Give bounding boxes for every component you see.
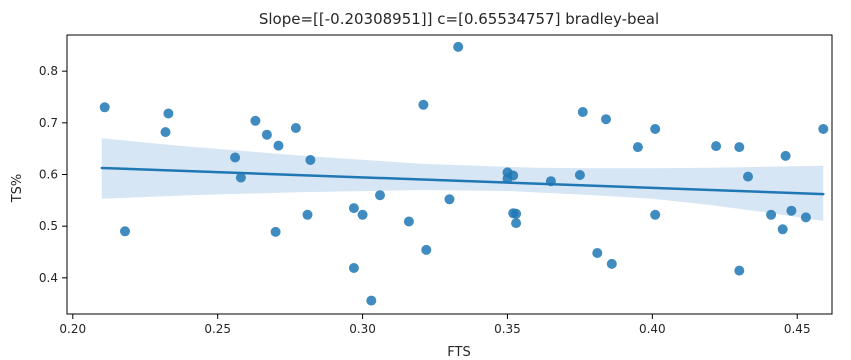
scatter-point bbox=[261, 129, 272, 140]
scatter-point bbox=[601, 114, 611, 125]
scatter-point bbox=[418, 99, 429, 110]
scatter-point bbox=[273, 140, 284, 151]
scatter-point bbox=[230, 152, 241, 163]
scatter-point bbox=[734, 265, 745, 276]
axes-layer: 0.20 0.25 0.30 0.35 0.40 0.45 0.4 0.5 0.6 0.7 0.8 bbox=[39, 34, 833, 336]
scatter-point bbox=[592, 248, 603, 258]
y-tick-label: 0.6 bbox=[39, 168, 58, 182]
x-tick-label: 0.35 bbox=[494, 322, 521, 336]
y-tick-label: 0.8 bbox=[39, 64, 58, 78]
scatter-point bbox=[650, 124, 661, 134]
scatter-point bbox=[780, 150, 791, 161]
scatter-point bbox=[421, 244, 432, 255]
regression-line-layer bbox=[100, 166, 825, 196]
scatter-point bbox=[777, 224, 788, 235]
y-tick-label: 0.7 bbox=[39, 116, 58, 130]
scatter-point bbox=[574, 170, 585, 180]
scatter-point bbox=[235, 172, 246, 183]
x-tick-label: 0.30 bbox=[349, 322, 376, 336]
x-tick-label: 0.20 bbox=[59, 322, 86, 336]
scatter-point bbox=[818, 124, 829, 134]
scatter-point bbox=[444, 194, 455, 205]
scatter-point bbox=[366, 295, 377, 306]
scatter-point bbox=[163, 108, 174, 119]
chart-title: Slope=[[-0.20308951]] c=[0.65534757] bra… bbox=[259, 10, 659, 28]
scatter-point bbox=[453, 41, 464, 52]
scatter-point bbox=[650, 209, 661, 220]
scatter-point bbox=[302, 209, 313, 220]
scatter-point bbox=[357, 209, 368, 220]
scatter-point bbox=[711, 141, 722, 152]
x-tick-label: 0.25 bbox=[204, 322, 231, 336]
scatter-point bbox=[632, 142, 643, 153]
scatter-point bbox=[786, 205, 797, 216]
scatter-point bbox=[348, 263, 359, 273]
scatter-point bbox=[348, 203, 359, 214]
scatter-point bbox=[545, 176, 556, 187]
confidence-band-layer bbox=[101, 138, 824, 221]
y-tick-label: 0.5 bbox=[39, 219, 58, 233]
scatter-point bbox=[120, 226, 130, 237]
scatter-points-layer bbox=[99, 41, 829, 306]
scatter-point bbox=[511, 208, 522, 219]
scatter-point bbox=[270, 226, 281, 237]
x-axis-label: FTS bbox=[447, 345, 470, 360]
scatter-point bbox=[290, 123, 301, 133]
confidence-band bbox=[101, 138, 824, 221]
scatter-point bbox=[734, 142, 745, 153]
scatter-point bbox=[577, 107, 588, 117]
regression-line bbox=[100, 166, 825, 196]
x-tick-label: 0.45 bbox=[784, 322, 811, 336]
scatter-point bbox=[766, 209, 777, 220]
y-tick-label: 0.4 bbox=[39, 271, 58, 285]
scatter-point bbox=[99, 102, 110, 113]
scatter-point bbox=[403, 216, 414, 227]
scatter-point bbox=[375, 190, 385, 201]
scatter-point bbox=[160, 127, 171, 138]
y-axis-label: TS% bbox=[10, 174, 25, 204]
scatter-point bbox=[250, 115, 261, 126]
scatter-point bbox=[511, 218, 522, 229]
scatter-point bbox=[743, 171, 753, 182]
scatter-point bbox=[508, 170, 519, 181]
scatter-point bbox=[800, 212, 811, 223]
x-tick-label: 0.40 bbox=[639, 322, 666, 336]
scatter-point bbox=[606, 258, 617, 269]
scatter-point bbox=[305, 155, 316, 165]
